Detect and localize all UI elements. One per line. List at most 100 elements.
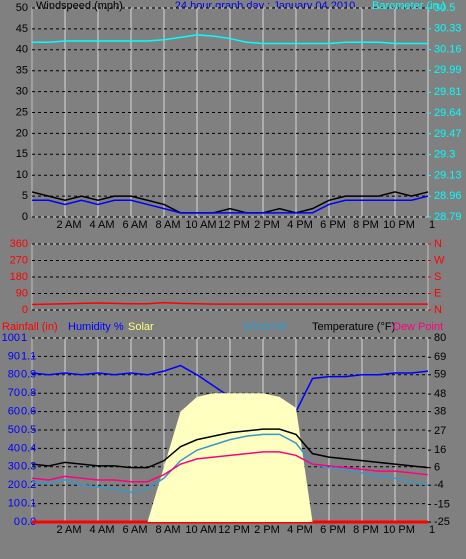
legend-entry: Dew Point (393, 321, 443, 333)
y-tick-label: 80 (8, 369, 20, 381)
y2-tick-label: -25 (434, 516, 450, 528)
y2-tick-label: 38 (434, 406, 446, 418)
y-tick-label: 90 (16, 287, 28, 299)
y-tick-label: 70 (8, 387, 20, 399)
y-tick-label: 10 (8, 498, 20, 510)
y-tick-label: 100 (2, 332, 20, 344)
legend-entry: Temperature (°F) (312, 321, 395, 333)
y-tick-label: 0 (22, 211, 28, 223)
y-tick-label: 270 (10, 254, 28, 266)
x-tick-label: 4 AM (89, 219, 114, 231)
y2-tick-label: 28.96 (434, 190, 462, 202)
x-tick-label: 6 AM (122, 524, 147, 536)
legend-entry: Humidity % (68, 321, 124, 333)
y2-tick-label: 29.47 (434, 128, 462, 140)
y3-tick-label: 0.0 (21, 516, 36, 528)
series-line (31, 433, 429, 493)
y2-tick-label: 29.3 (434, 149, 455, 161)
y2-tick-label: W (434, 254, 445, 266)
y2-tick-label: S (434, 271, 441, 283)
x-tick-label: 2 AM (56, 524, 81, 536)
y2-tick-label: 29.81 (434, 86, 462, 98)
y3-tick-label: 1.1 (21, 350, 36, 362)
y2-tick-label: 30.5 (434, 2, 455, 14)
y2-tick-label: N (434, 238, 442, 250)
y-tick-label: 50 (8, 424, 20, 436)
y2-tick-label: 59 (434, 369, 446, 381)
x-tick-label: 1 (429, 219, 435, 231)
series-line (31, 451, 429, 483)
series-line (31, 428, 429, 469)
x-tick-label: 4 PM (287, 219, 313, 231)
x-tick-label: 8 AM (155, 219, 180, 231)
y3-tick-label: 0.2 (21, 479, 36, 491)
legend-entry: Windchill (243, 321, 287, 333)
y-tick-label: 0 (14, 516, 20, 528)
solar-area (32, 393, 428, 522)
y2-tick-label: 29.64 (434, 107, 462, 119)
y2-tick-label: 69 (434, 351, 446, 363)
y-tick-label: 20 (8, 479, 20, 491)
y-tick-label: 40 (8, 442, 20, 454)
y2-tick-label: 30.16 (434, 43, 462, 55)
legend-entry: Windspeed (mph) (36, 0, 123, 12)
y3-tick-label: 0.8 (21, 387, 36, 399)
x-tick-label: 1 (429, 524, 435, 536)
y-tick-label: 35 (16, 65, 28, 77)
y-tick-label: 50 (16, 2, 28, 14)
y3-tick-label: 0.1 (21, 498, 36, 510)
x-tick-label: 8 AM (155, 524, 180, 536)
y2-tick-label: 30.33 (434, 23, 462, 35)
series-line (31, 301, 428, 306)
y-tick-label: 360 (10, 238, 28, 250)
y-tick-label: 10 (16, 169, 28, 181)
x-tick-label: 10 AM (185, 219, 216, 231)
y-tick-label: 30 (8, 461, 20, 473)
series-line (31, 191, 429, 214)
y-tick-label: 90 (8, 350, 20, 362)
y2-tick-label: 16 (434, 444, 446, 456)
x-tick-label: 6 PM (320, 219, 346, 231)
y-tick-label: 25 (16, 106, 28, 118)
y3-tick-label: 0.6 (21, 406, 36, 418)
y2-tick-label: 28.79 (434, 211, 462, 223)
series-line (32, 195, 429, 214)
x-tick-label: 12 PM (218, 524, 250, 536)
x-tick-label: 10 AM (185, 524, 216, 536)
y3-tick-label: 0.5 (21, 424, 36, 436)
y2-tick-label: -4 (434, 479, 444, 491)
y2-tick-label: -15 (434, 498, 450, 510)
x-tick-label: 4 PM (287, 524, 313, 536)
y-tick-label: 180 (10, 271, 28, 283)
x-tick-label: 8 PM (353, 524, 379, 536)
legend-entry: Barometer (in.) (372, 0, 445, 12)
y-tick-label: 0 (22, 304, 28, 316)
y2-tick-label: N (434, 304, 442, 316)
y3-tick-label: 0.4 (21, 442, 36, 454)
y-tick-label: 60 (8, 406, 20, 418)
y3-tick-label: 1 (21, 332, 27, 344)
x-tick-label: 6 PM (320, 524, 346, 536)
y3-tick-label: 0.3 (21, 461, 36, 473)
x-tick-label: 2 PM (254, 219, 280, 231)
y2-tick-label: 6 (434, 462, 440, 474)
legend-entry: Solar (128, 321, 154, 333)
series-line (32, 34, 428, 45)
x-tick-label: 2 AM (56, 219, 81, 231)
y-tick-label: 45 (16, 23, 28, 35)
x-tick-label: 12 PM (218, 219, 250, 231)
y3-tick-label: 0.9 (21, 369, 36, 381)
y-tick-label: 15 (16, 148, 28, 160)
chart-title: 24 hour graph day : January 04 2010 (175, 0, 355, 12)
y2-tick-label: 29.99 (434, 64, 462, 76)
x-tick-label: 2 PM (254, 524, 280, 536)
y2-tick-label: 29.13 (434, 169, 462, 181)
y-tick-label: 40 (16, 44, 28, 56)
y2-tick-label: E (434, 287, 441, 299)
y2-tick-label: 48 (434, 388, 446, 400)
y2-tick-label: 80 (434, 332, 446, 344)
x-tick-label: 6 AM (122, 219, 147, 231)
y2-tick-label: 27 (434, 425, 446, 437)
y-tick-label: 20 (16, 127, 28, 139)
